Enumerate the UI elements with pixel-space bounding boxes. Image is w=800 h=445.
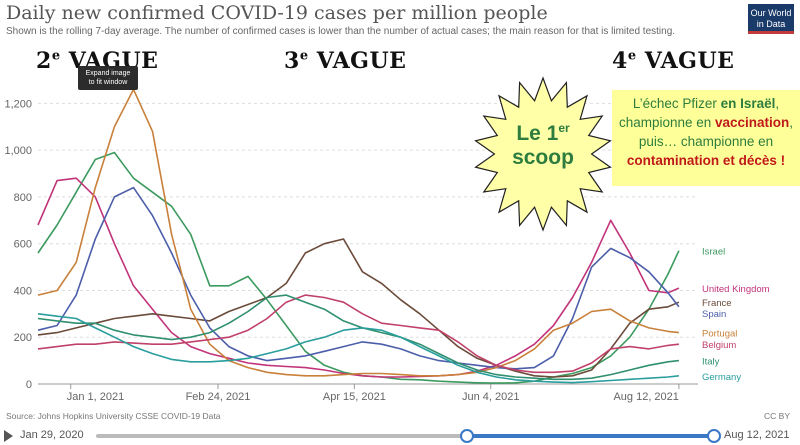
timeline-start-handle[interactable] (459, 429, 474, 443)
logo-line-1: Our World (750, 8, 792, 18)
callout-text-1b: en Israël (720, 96, 776, 111)
series-label: United Kingdom (702, 284, 770, 295)
series-line-france (37, 238, 680, 378)
timeline-end-label: Aug 12, 2021 (724, 429, 790, 441)
pfizer-callout: L’échec Pfizer en Israël, championne en … (612, 90, 800, 186)
callout-text-1c: , (775, 96, 780, 111)
starburst-line-1: Le 1 (516, 122, 559, 145)
x-tick-label: Aug 12, 2021 (613, 391, 678, 403)
callout-text-4a: contamination et décès (626, 153, 777, 168)
y-tick-label: 600 (14, 239, 32, 251)
callout-text-2c: , (789, 115, 794, 130)
chart-title: Daily new confirmed COVID-19 cases per m… (6, 2, 548, 24)
source-note[interactable]: Source: Johns Hopkins University CSSE CO… (6, 411, 221, 421)
wave-4-sup: e (627, 48, 637, 64)
timeline-selected-range[interactable] (466, 434, 714, 438)
wave-4-number: 4 (612, 48, 628, 74)
callout-text-2a: championne en (618, 115, 716, 130)
series-label: Italy (702, 357, 720, 368)
x-tick-label: Apr 15, 2021 (323, 391, 386, 403)
chart-subtitle: Shown is the rolling 7-day average. The … (6, 26, 676, 37)
logo-line-2: in Data (756, 19, 786, 29)
y-axis: 0 200 400 600 800 1,000 1,200 (4, 98, 32, 391)
y-tick-label: 1,000 (4, 145, 32, 157)
starburst-shape (474, 76, 612, 232)
series-label: Portugal (702, 329, 737, 340)
play-icon[interactable] (4, 430, 13, 442)
x-axis: Jan 1, 2021 Feb 24, 2021 Apr 15, 2021 Jun 4… (67, 384, 680, 403)
series-line-belgium (37, 294, 679, 374)
x-tick-label: Feb 24, 2021 (186, 391, 251, 403)
starburst-sup: er (558, 121, 570, 135)
owid-logo[interactable]: Our World in Data (748, 4, 794, 34)
line-chart: 0 200 400 600 800 1,000 1,200 Jan 1, 2021 Feb 2… (4, 88, 770, 403)
y-tick-label: 1,200 (4, 98, 32, 110)
chart-series (37, 88, 680, 384)
chart-grid (38, 102, 698, 385)
y-tick-label: 0 (26, 379, 32, 391)
callout-text-4b: ! (776, 153, 786, 168)
starburst-line-2: scoop (512, 146, 574, 169)
tooltip-line-2: to fit window (88, 79, 128, 86)
wave-2-sup: e (51, 48, 61, 64)
wave-4-label: 4e VAGUE (612, 48, 734, 74)
wave-3-number: 3 (284, 48, 300, 74)
license-link[interactable]: CC BY (764, 411, 790, 421)
callout-text-2b: vaccination (715, 115, 790, 130)
series-label: Israel (702, 247, 725, 258)
wave-3-label: 3e VAGUE (284, 48, 406, 74)
timeline-end-handle[interactable] (707, 429, 721, 443)
y-tick-label: 400 (14, 285, 32, 297)
timeline-start-label: Jan 29, 2020 (20, 429, 84, 441)
y-tick-label: 800 (14, 192, 32, 204)
x-tick-label: Jun 4, 2021 (462, 391, 520, 403)
tooltip-line-1: Expand image (85, 70, 131, 77)
series-line-germany (37, 313, 679, 384)
series-label: Spain (702, 309, 726, 320)
wave-3-word: VAGUE (308, 48, 407, 74)
expand-image-tooltip: Expand image to fit window (78, 66, 138, 90)
timeline-slider[interactable]: Jan 29, 2020 Aug 12, 2021 (0, 426, 800, 445)
series-label: France (702, 298, 732, 309)
wave-2-number: 2 (36, 48, 52, 74)
callout-text-3: puis… championne en (638, 134, 774, 149)
series-line-spain (37, 186, 680, 370)
y-tick-label: 200 (14, 332, 32, 344)
scoop-starburst: Le 1er scoop (474, 74, 612, 234)
timeline-track[interactable] (96, 434, 714, 438)
callout-text-1a: L’échec Pfizer (632, 96, 721, 111)
starburst-text: Le 1er scoop (474, 116, 612, 170)
wave-3-sup: e (299, 48, 309, 64)
series-label: Belgium (702, 340, 736, 351)
series-line-united-kingdom (37, 177, 680, 378)
series-label: Germany (702, 372, 741, 383)
x-tick-label: Jan 1, 2021 (67, 391, 125, 403)
series-line-portugal (37, 88, 679, 377)
wave-4-word: VAGUE (636, 48, 735, 74)
